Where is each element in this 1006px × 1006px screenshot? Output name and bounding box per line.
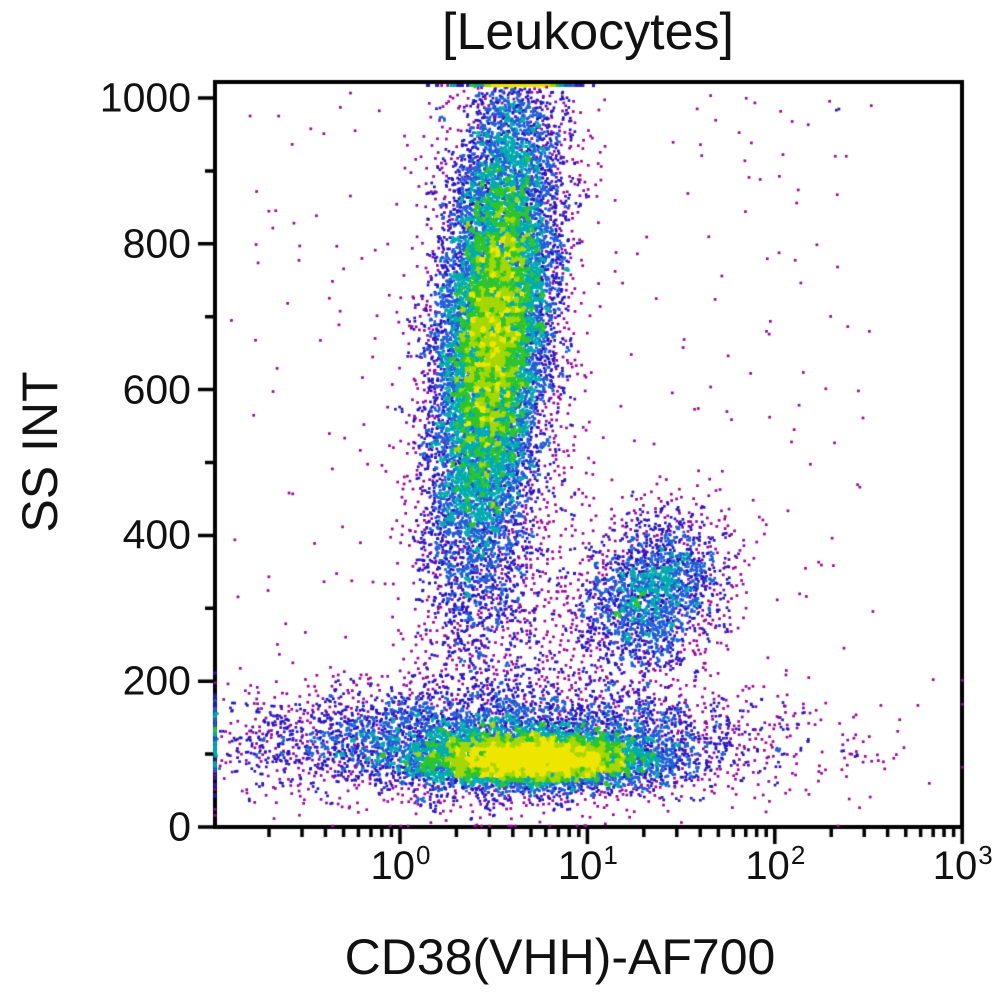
plot-title: [Leukocytes]	[442, 3, 734, 61]
x-tick-label-1e3: 103	[932, 840, 993, 888]
y-tick-label-400: 400	[122, 511, 191, 558]
y-tick-label-1000: 1000	[99, 74, 191, 121]
y-tick-label-600: 600	[122, 366, 191, 413]
y-tick-label-200: 200	[122, 657, 191, 704]
y-tick-label-800: 800	[122, 220, 191, 267]
x-tick-label-1e2: 102	[745, 840, 806, 888]
x-tick-label-1e0: 100	[370, 840, 431, 888]
x-tick-label-1e1: 101	[557, 840, 618, 888]
y-tick-label-0: 0	[168, 803, 191, 850]
x-axis-title: CD38(VHH)-AF700	[344, 929, 776, 985]
